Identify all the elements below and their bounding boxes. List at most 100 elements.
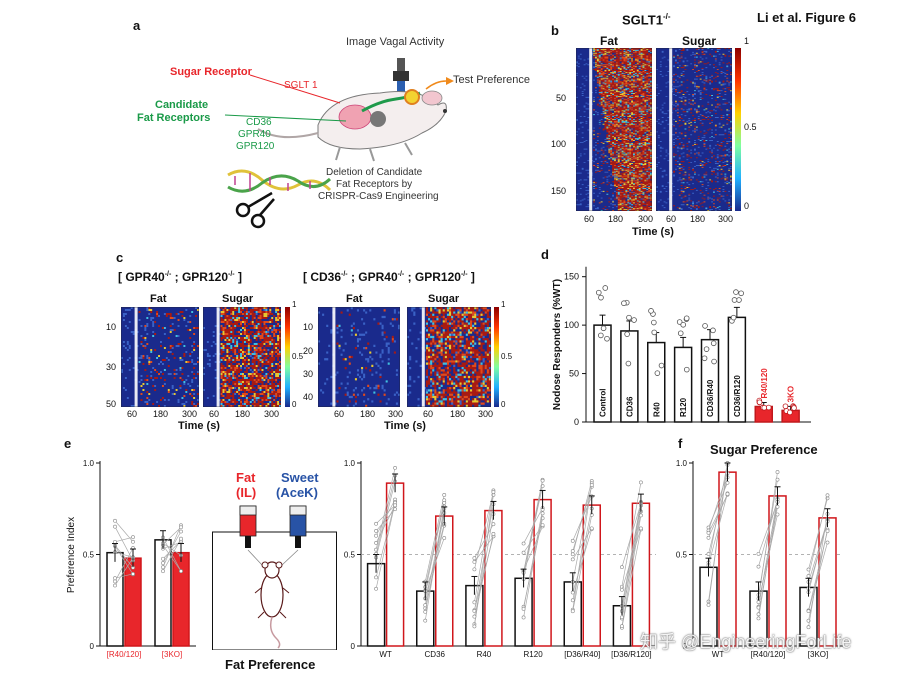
paired-line — [621, 511, 642, 618]
y-tick-label: 0.5 — [676, 551, 688, 560]
paired-line — [808, 495, 828, 577]
data-point — [658, 362, 665, 369]
data-point — [651, 319, 657, 326]
data-point — [782, 403, 789, 410]
bar — [818, 517, 837, 647]
paired-line — [572, 528, 593, 593]
paired-line — [523, 480, 543, 580]
panel-b-ytick: 50 — [556, 93, 567, 103]
panel-c-cbar-max: 1 — [501, 300, 506, 309]
panel-c-left-ytick: 50 — [106, 399, 117, 409]
panel-c-heatmap-right-fat — [317, 306, 401, 408]
paired-line — [114, 545, 134, 575]
panel-c-xtick: 60 — [423, 409, 434, 419]
panel-b-ytick: 100 — [551, 139, 567, 149]
paired-line — [114, 551, 134, 558]
paired-line — [162, 544, 182, 572]
paired-line — [758, 499, 778, 567]
panel-b-xtick: 300 — [638, 214, 654, 224]
data-point — [710, 327, 716, 334]
panel-b-xtick: 180 — [608, 214, 624, 224]
bar — [533, 498, 552, 647]
panel-c-left-sugar: Sugar — [222, 293, 254, 305]
panel-b-xtick: 180 — [690, 214, 706, 224]
deletion-line-1: Deletion of Candidate — [326, 167, 423, 178]
panel-a-label: a — [133, 18, 141, 33]
paired-line — [162, 531, 182, 564]
sugar-receptor-label: Sugar Receptor — [170, 66, 252, 78]
figure-title: Li et al. Figure 6 — [757, 10, 856, 25]
panel-c-left-fat: Fat — [150, 293, 167, 305]
category-label: [R40/120] — [751, 650, 786, 659]
panel-c-heatmap-left-sugar — [202, 306, 282, 408]
fat-label: Fat — [236, 470, 256, 485]
category-label: R40 — [477, 650, 492, 659]
microscope-icon — [393, 58, 409, 95]
panel-c-xtick: 300 — [264, 409, 280, 419]
paired-line — [375, 502, 396, 589]
data-point — [595, 289, 602, 296]
paired-line — [708, 462, 728, 563]
panel-c-cbar-min: 0 — [292, 400, 297, 409]
data-point — [602, 285, 609, 291]
data-point — [733, 289, 739, 295]
paired-line — [572, 528, 593, 560]
paired-line — [621, 502, 642, 612]
data-point — [651, 329, 658, 336]
paired-line — [474, 524, 494, 559]
panel-b-sugar-label: Sugar — [682, 34, 717, 48]
panel-c-left-xlabel: Time (s) — [178, 420, 220, 432]
test-preference-label: Test Preference — [453, 74, 531, 86]
data-point — [711, 358, 717, 365]
panel-b-xlabel: Time (s) — [632, 226, 674, 238]
gpr120-label: GPR120 — [236, 141, 275, 152]
y-tick-label: 1.0 — [344, 459, 356, 468]
panel-c-left-ytick: 10 — [106, 322, 117, 332]
heatmap-raster — [575, 47, 653, 212]
category-label: CD36 — [425, 650, 446, 659]
paired-line — [424, 537, 445, 591]
panel-c-xtick: 300 — [388, 409, 404, 419]
paired-line — [708, 473, 728, 531]
panel-c-left-title: [ GPR40-/- ; GPR120-/- ] — [118, 270, 242, 284]
panel-f-chart: 0 0.5 1.0 WT [R40/120] [3KO] — [676, 459, 843, 659]
paired-line — [114, 547, 134, 582]
paired-line — [808, 542, 828, 612]
bar — [484, 509, 503, 647]
y-tick-label: 0 — [574, 417, 579, 427]
paired-line — [424, 512, 445, 612]
paired-line — [474, 491, 494, 570]
panel-e-right-chart: 0 0.5 1.0 WT CD36 R40 R120 [D36/R40] [D36/R120] — [344, 459, 656, 659]
paired-line — [808, 521, 828, 589]
paired-line — [708, 493, 728, 538]
bar — [124, 557, 142, 647]
panel-b-fat-label: Fat — [600, 34, 618, 48]
data-point — [604, 335, 610, 342]
panel-c-cbar-mid: 0.5 — [501, 352, 513, 361]
heatmap-raster — [202, 306, 282, 408]
paired-line — [424, 500, 445, 588]
panel-c-cbar-max: 1 — [292, 300, 297, 309]
panel-b-label: b — [551, 23, 559, 38]
data-point — [756, 399, 763, 406]
panel-b-cbar-max: 1 — [744, 36, 750, 46]
data-point — [701, 355, 708, 362]
category-label: [3KO] — [162, 650, 182, 659]
data-point — [787, 409, 793, 416]
paired-line — [808, 520, 828, 583]
paired-line — [375, 481, 396, 558]
data-point — [683, 315, 690, 322]
bar — [435, 515, 454, 647]
y-tick-label: 150 — [564, 272, 579, 282]
panel-c-xtick: 60 — [209, 409, 220, 419]
paired-line — [758, 479, 778, 596]
paired-line — [523, 524, 543, 553]
category-label: WT — [712, 650, 725, 659]
panel-c-cbar-mid: 0.5 — [292, 352, 304, 361]
panel-e-label: e — [64, 436, 72, 451]
panel-c-right-ytick: 40 — [303, 392, 314, 402]
sweet-label: Sweet — [281, 470, 319, 485]
cd36-label: CD36 — [246, 117, 272, 128]
data-point — [621, 300, 627, 307]
y-tick-label: 0.5 — [83, 551, 95, 560]
